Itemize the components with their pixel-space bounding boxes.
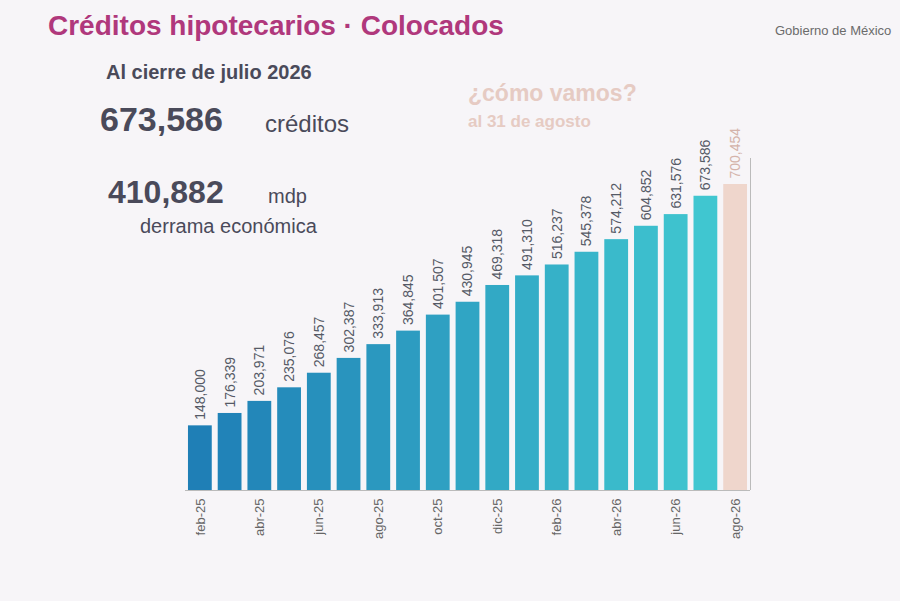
html-text:créditos: créditos xyxy=(265,110,349,137)
svg-text:jun-26: jun-26 xyxy=(668,499,683,536)
svg-text:631,576: 631,576 xyxy=(668,158,684,209)
html-text:410,882: 410,882 xyxy=(108,174,224,210)
svg-text:feb-26: feb-26 xyxy=(549,499,564,536)
svg-text:235,076: 235,076 xyxy=(281,331,297,382)
svg-text:dic-25: dic-25 xyxy=(490,499,505,534)
svg-text:176,339: 176,339 xyxy=(222,357,238,408)
svg-text:401,507: 401,507 xyxy=(430,258,446,309)
svg-text:ago-26: ago-26 xyxy=(728,499,743,539)
svg-text:148,000: 148,000 xyxy=(192,369,208,420)
svg-text:203,971: 203,971 xyxy=(251,345,267,396)
svg-text:430,945: 430,945 xyxy=(459,245,475,296)
svg-text:700,454: 700,454 xyxy=(727,128,743,179)
svg-text:364,845: 364,845 xyxy=(400,274,416,325)
svg-text:abr-25: abr-25 xyxy=(252,499,267,537)
svg-text:574,212: 574,212 xyxy=(608,183,624,234)
html-text:Gobierno de México: Gobierno de México xyxy=(775,23,892,38)
svg-text:feb-25: feb-25 xyxy=(193,499,208,536)
svg-text:491,310: 491,310 xyxy=(519,219,535,270)
svg-text:604,852: 604,852 xyxy=(638,169,654,220)
svg-text:333,913: 333,913 xyxy=(370,288,386,339)
svg-text:268,457: 268,457 xyxy=(311,316,327,367)
svg-text:302,387: 302,387 xyxy=(341,302,357,353)
html-text:¿cómo vamos?: ¿cómo vamos? xyxy=(468,80,637,106)
html-text:Al cierre de julio 2026: Al cierre de julio 2026 xyxy=(106,61,312,83)
html-text:al 31 de agosto: al 31 de agosto xyxy=(468,112,591,131)
html-text:derrama económica: derrama económica xyxy=(140,215,317,237)
svg-text:545,378: 545,378 xyxy=(578,195,594,246)
svg-text:469,318: 469,318 xyxy=(489,229,505,280)
svg-text:673,586: 673,586 xyxy=(697,139,713,190)
svg-text:jun-25: jun-25 xyxy=(311,499,326,536)
svg-text:516,237: 516,237 xyxy=(549,208,565,259)
html-text:673,586: 673,586 xyxy=(100,100,223,138)
html-text:Créditos hipotecarios · Coloca: Créditos hipotecarios · Colocados xyxy=(48,10,504,41)
svg-text:abr-26: abr-26 xyxy=(609,499,624,537)
svg-text:ago-25: ago-25 xyxy=(371,499,386,539)
html-text:mdp: mdp xyxy=(268,185,307,207)
svg-text:oct-25: oct-25 xyxy=(430,499,445,535)
